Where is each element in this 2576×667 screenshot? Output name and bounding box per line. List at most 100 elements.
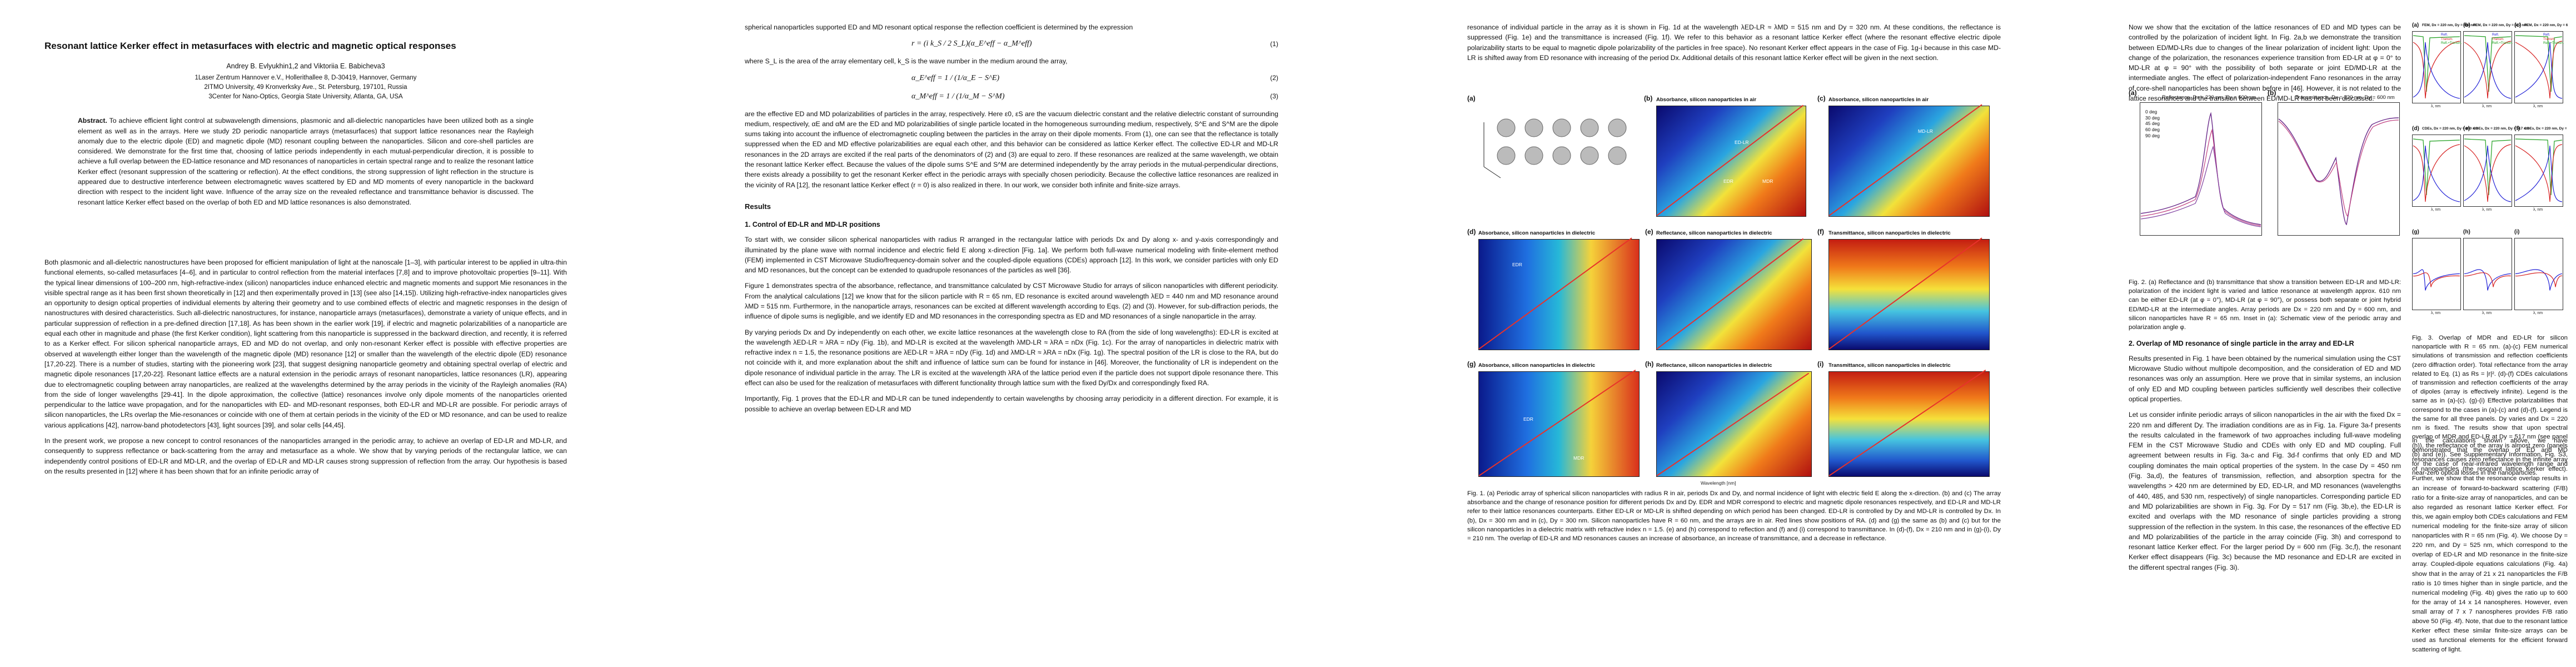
section-2-heading: 2. Overlap of MD resonance of single par… — [2129, 340, 2354, 347]
fig3-curve-8-1 — [2515, 272, 2563, 287]
intro-paragraph-1: Both plasmonic and all-dielectric nanost… — [44, 258, 567, 429]
fig1-c-label: MD-LR — [1918, 128, 1933, 134]
fig3-curve-5-2 — [2515, 145, 2563, 202]
fig3-label-0: (a) — [2412, 22, 2419, 28]
fig3-curve-1-2 — [2464, 42, 2512, 99]
abstract-label: Abstract. — [78, 117, 107, 125]
fig1-f-title: Transmittance, silicon nanoparticles in … — [1828, 230, 1951, 236]
fig1-f-heatmap — [1828, 237, 1990, 350]
fig1-d-label: EDR — [1512, 262, 1522, 267]
col2-intro: spherical nanoparticles supported ED and… — [745, 23, 1133, 31]
fig2-b-plot — [2278, 102, 2400, 236]
col4-paragraph-1: Results presented in Fig. 1 have been ob… — [2129, 354, 2401, 403]
fig1-e-heatmap — [1656, 238, 1812, 350]
fig3-plot-7 — [2463, 238, 2512, 310]
fig1-b-label-2: MDR — [1762, 178, 1773, 184]
fig1-label-f: (f) — [1817, 228, 1824, 236]
fig3-legend-item: Transm. — [2543, 37, 2555, 41]
equation-1-number: (1) — [1270, 39, 1278, 48]
fig1-label-c: (c) — [1817, 94, 1826, 102]
fig3-xlabel-1: λ, nm — [2482, 104, 2492, 108]
fig2-legend: 0 deg 30 deg 45 deg 60 deg 90 deg — [2145, 109, 2160, 138]
fig3-legend-item: Refl.+Transm. — [2492, 42, 2513, 45]
fig3-title-2: FEM, Dx = 220 nm, Dy = 600 nm — [2524, 23, 2568, 27]
figure-1: (a) (b) Absorbance, silicon nanoparticle… — [1467, 94, 2001, 534]
fig3-label-3: (d) — [2412, 126, 2419, 132]
results-paragraph-2: Figure 1 demonstrates spectra of the abs… — [745, 282, 1278, 321]
column-1: Resonant lattice Kerker effect in metasu… — [44, 22, 567, 482]
fig3-xlabel-3: λ, nm — [2431, 208, 2441, 212]
fig3-curve-2-0 — [2515, 35, 2563, 92]
figure-2-caption: Fig. 2. (a) Reflectance and (b) transmit… — [2129, 279, 2401, 331]
fig3-plot-4 — [2463, 135, 2512, 207]
fig3-legend-2: Refl. Transm. Refl.+Transm. — [2543, 33, 2564, 46]
fig1-g-label-2: EDR — [1523, 416, 1533, 422]
fig3-plot-0 — [2412, 31, 2461, 103]
fig3-curve-0-2 — [2413, 42, 2460, 99]
fig3-curve-4-1 — [2464, 144, 2512, 202]
fig1-g-title: Absorbance, silicon nanoparticles in die… — [1478, 362, 1596, 369]
fig3-title-1: FEM, Dx = 220 nm, Dy = 517 nm — [2473, 23, 2528, 27]
fig1-i-heatmap — [1828, 370, 1990, 477]
column-2: spherical nanoparticles supported ED and… — [745, 22, 1278, 420]
fig1-label-e: (e) — [1645, 228, 1653, 236]
affiliation-2: 2ITMO University, 49 Kronverksky Ave., S… — [204, 83, 407, 91]
fig3-curve-2-2 — [2515, 42, 2563, 99]
equation-3: α_M^eff = 1 / (1/α_M − S^M) (3) — [745, 91, 1278, 102]
fig2-label-a: (a) — [2129, 89, 2137, 97]
fig1-h-title: Reflectance, silicon nanoparticles in di… — [1656, 362, 1772, 369]
fig2-legend-4: 90 deg — [2145, 132, 2160, 138]
fig1-b-heatmap: ED-LR MDR EDR — [1656, 104, 1806, 217]
fig2-legend-1: 30 deg — [2145, 115, 2160, 121]
fig3-title-0: FEM, Dx = 220 nm, Dy = 450 nm — [2422, 23, 2477, 27]
fig3-label-2: (c) — [2514, 22, 2522, 28]
section-1-heading: 1. Control of ED-LR and MD-LR positions — [745, 221, 880, 229]
fig2-legend-3: 60 deg — [2145, 126, 2160, 132]
fig3-curve-6-1 — [2413, 272, 2460, 287]
fig3-legend-item: Refl. — [2543, 33, 2550, 37]
fig1-i-ra-line — [1828, 370, 1986, 476]
fig3-label-5: (f) — [2514, 126, 2520, 132]
fig3-curve-8-0 — [2515, 269, 2563, 291]
paper-title: Resonant lattice Kerker effect in metasu… — [44, 41, 456, 51]
fig2-a-title: Reflectance, Dx = 220 nm, Dy = 600 nm — [2162, 94, 2256, 101]
paper-authors: Andrey B. Evlyukhin1,2 and Viktoriia E. … — [226, 62, 385, 70]
fig3-label-4: (e) — [2463, 126, 2470, 132]
fig3-curve-1-0 — [2464, 35, 2512, 92]
fig1-g-heatmap: MDR EDR — [1478, 370, 1640, 477]
fig1-c-heatmap: MD-LR — [1828, 104, 1990, 217]
fig1-e-ra-line — [1656, 238, 1804, 350]
fig1-schematic-array — [1483, 118, 1627, 178]
equation-1: r = (i k_S / 2 S_L)(α_E^eff − α_M^eff) (… — [745, 38, 1278, 49]
affiliation-1: 1Laser Zentrum Hannover e.V., Holleritha… — [195, 74, 417, 82]
fig3-xlabel-2: λ, nm — [2533, 104, 2543, 108]
fig3-curve-5-0 — [2515, 138, 2563, 196]
fig3-curve-3-0 — [2413, 138, 2460, 196]
fig1-label-i: (i) — [1817, 360, 1824, 368]
fig3-label-1: (b) — [2463, 22, 2470, 28]
fig1-h-ra-line — [1656, 372, 1810, 476]
fig1-label-d: (d) — [1467, 228, 1476, 236]
fig3-legend-item: Refl. — [2441, 33, 2448, 37]
equation-3-body: α_M^eff = 1 / (1/α_M − S^M) — [911, 92, 1005, 101]
affiliations: 1Laser Zentrum Hannover e.V., Holleritha… — [44, 73, 567, 101]
fig1-label-h: (h) — [1645, 360, 1654, 368]
fig3-curve-6-0 — [2413, 269, 2460, 291]
fig2-legend-0: 0 deg — [2145, 109, 2158, 115]
results-paragraph-1: To start with, we consider silicon spher… — [745, 236, 1278, 275]
col4-paragraph-2: Let us consider infinite periodic arrays… — [2129, 411, 2401, 571]
fig3-legend-item: Refl.+Transm. — [2543, 42, 2564, 45]
fig3-xlabel-6: λ, nm — [2431, 311, 2441, 315]
fig1-i-title: Transmittance, silicon nanoparticles in … — [1828, 362, 1951, 369]
equation-1-body: r = (i k_S / 2 S_L)(α_E^eff − α_M^eff) — [911, 39, 1032, 48]
results-paragraph-4: Importantly, Fig. 1 proves that the ED-L… — [745, 395, 1278, 413]
fig3-legend-0: Refl. Transm. Refl.+Transm. — [2441, 33, 2462, 46]
fig3-xlabel-7: λ, nm — [2482, 311, 2492, 315]
fig3-plot-1 — [2463, 31, 2512, 103]
col5-paragraph: In the calculations shown above, we have… — [2412, 437, 2568, 654]
fig3-legend-item: Refl. — [2492, 33, 2499, 37]
column-5-text: In the calculations shown above, we have… — [2412, 436, 2568, 661]
fig1-label-g: (g) — [1467, 360, 1476, 368]
figure-3-caption: Fig. 3. Overlap of MDR and ED-LR for sil… — [2412, 335, 2568, 476]
col3-top-paragraph: resonance of individual particle in the … — [1467, 23, 2001, 62]
